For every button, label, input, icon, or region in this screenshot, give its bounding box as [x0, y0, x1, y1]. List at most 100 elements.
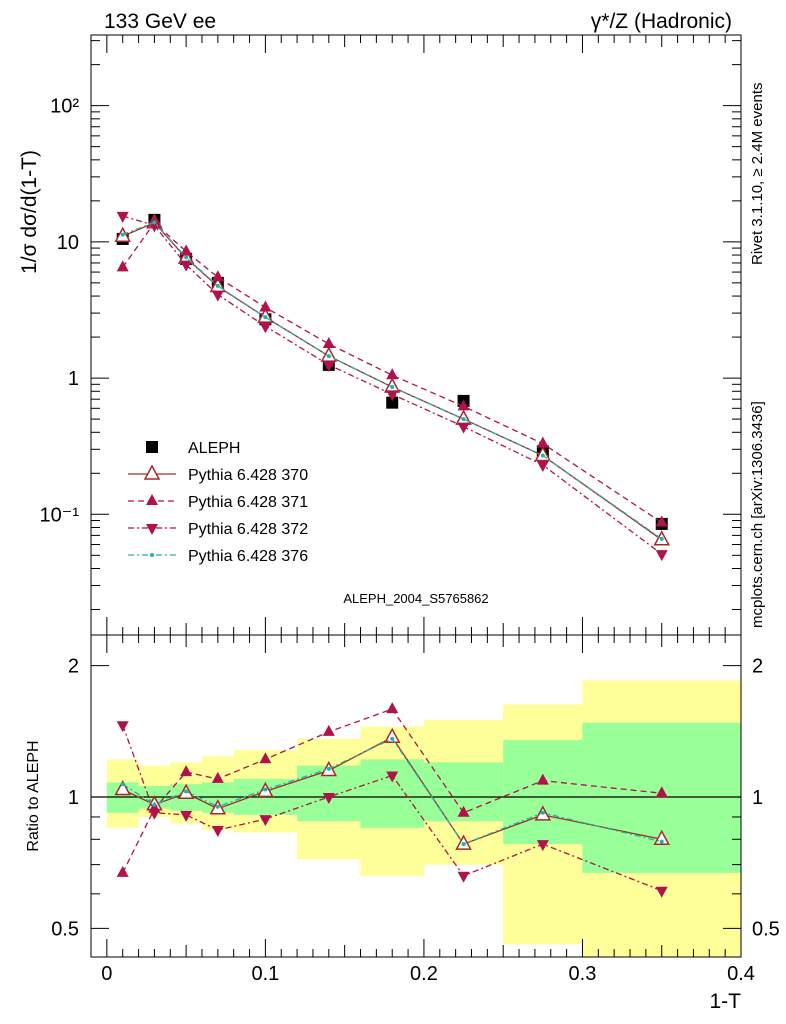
main-point-pythia-6-428-372 [457, 422, 470, 434]
legend-marker-pythia-6-428-371 [146, 494, 158, 505]
main-point-pythia-6-428-376 [215, 283, 220, 288]
main-point-pythia-6-428-372 [655, 550, 668, 562]
main-point-aleph [386, 396, 399, 409]
ratio-ytick-label-right: 2 [752, 656, 763, 678]
main-point-pythia-6-428-371 [536, 436, 549, 448]
ratio-line-pythia-6-428-371 [122, 708, 662, 874]
ratio-point-pythia-6-428-372 [457, 871, 470, 883]
main-point-pythia-6-428-372 [180, 260, 193, 272]
ratio-xtick-label: 0.4 [727, 963, 755, 985]
ratio-point-pythia-6-428-371 [322, 724, 335, 736]
ratio-point-pythia-6-428-376 [184, 789, 189, 794]
ratio-point-pythia-6-428-371 [655, 786, 668, 798]
legend-marker-pythia-6-428-372 [146, 524, 158, 535]
main-point-pythia-6-428-376 [390, 385, 395, 390]
ratio-xtick-label: 0 [101, 963, 112, 985]
main-point-pythia-6-428-376 [461, 417, 466, 422]
ratio-point-pythia-6-428-376 [461, 842, 466, 847]
ratio-ytick-label-right: 0.5 [752, 918, 780, 940]
ratio-point-pythia-6-428-372 [259, 815, 272, 827]
main-line-pythia-6-428-372 [122, 215, 663, 555]
main-line-pythia-6-428-371 [122, 221, 663, 524]
main-ticks: 10⁻¹ 1 10 10² [40, 35, 742, 635]
ratio-panel: 0.5 0.5 1 1 2 2 0 0.1 0.2 0.3 0.4 Ratio to ALEPH 1… [25, 634, 780, 1013]
main-point-pythia-6-428-371 [655, 515, 668, 527]
legend-marker-pythia-6-428-376 [150, 553, 154, 557]
main-series [114, 211, 670, 562]
ratio-ytick-label-right: 1 [752, 787, 763, 809]
analysis-label: ALEPH_2004_S5765862 [343, 591, 488, 606]
main-point-pythia-6-428-372 [211, 290, 224, 302]
main-ytick-label: 10² [50, 96, 79, 118]
main-point-pythia-6-428-371 [116, 260, 129, 272]
main-point-pythia-6-428-371 [211, 270, 224, 282]
ratio-point-pythia-6-428-372 [148, 808, 161, 820]
main-point-pythia-6-428-371 [180, 244, 193, 256]
legend-label-pythia-6-428-376: Pythia 6.428 376 [188, 548, 308, 565]
ratio-point-pythia-6-428-376 [659, 839, 664, 844]
main-point-pythia-6-428-371 [457, 399, 470, 411]
ratio-point-pythia-6-428-371 [211, 771, 224, 783]
ratio-point-pythia-6-428-371 [259, 752, 272, 764]
ratio-series [114, 702, 670, 898]
ratio-ylabel: Ratio to ALEPH [25, 740, 42, 851]
ratio-point-pythia-6-428-371 [180, 765, 193, 777]
ratio-point-pythia-6-428-376 [540, 810, 545, 815]
main-point-pythia-6-428-376 [540, 453, 545, 458]
main-panel: 10⁻¹ 1 10 10² 1/σ dσ/d(1-T) ALEPH_2004_S576… [18, 34, 742, 636]
ratio-point-pythia-6-428-371 [536, 773, 549, 785]
main-point-pythia-6-428-376 [184, 255, 189, 260]
legend-label-pythia-6-428-371: Pythia 6.428 371 [188, 494, 308, 511]
ratio-point-pythia-6-428-372 [386, 771, 399, 783]
ratio-ytick-label-left: 1 [68, 787, 79, 809]
ratio-point-pythia-6-428-376 [390, 736, 395, 741]
ratio-ytick-label-left: 2 [68, 656, 79, 678]
main-ylabel: 1/σ dσ/d(1-T) [18, 150, 41, 274]
ratio-point-pythia-6-428-371 [116, 865, 129, 877]
main-point-pythia-6-428-372 [116, 211, 129, 223]
main-point-pythia-6-428-371 [386, 368, 399, 380]
legend-marker-aleph [146, 441, 158, 453]
ratio-band-inner [503, 740, 583, 845]
ratio-xtick-label: 0.3 [569, 963, 597, 985]
ratio-ticks: 0.5 0.5 1 1 2 2 0 0.1 0.2 0.3 0.4 [51, 635, 780, 985]
ratio-point-pythia-6-428-372 [211, 826, 224, 838]
main-point-pythia-6-428-376 [263, 315, 268, 320]
header-left: 133 GeV ee [104, 10, 216, 33]
ratio-point-pythia-6-428-376 [152, 802, 157, 807]
ratio-frame [90, 634, 742, 958]
main-point-pythia-6-428-376 [120, 232, 125, 237]
x-axis-label: 1-T [710, 990, 742, 1013]
legend-marker-pythia-6-428-370 [143, 464, 161, 480]
legend-label-pythia-6-428-370: Pythia 6.428 370 [188, 467, 308, 484]
legend: ALEPH Pythia 6.428 370 Pythia 6.428 371 Pyt… [128, 440, 308, 565]
ratio-line-pythia-6-428-376 [122, 737, 662, 845]
ratio-point-pythia-6-428-372 [322, 792, 335, 804]
legend-label-aleph: ALEPH [188, 440, 240, 457]
ratio-band-inner [360, 759, 424, 828]
ratio-band-inner [582, 722, 741, 873]
ratio-xtick-label: 0.2 [410, 963, 438, 985]
ratio-point-pythia-6-428-376 [120, 782, 125, 787]
main-point-pythia-6-428-376 [326, 354, 331, 359]
main-point-pythia-6-428-372 [322, 360, 335, 372]
main-point-pythia-6-428-372 [536, 461, 549, 473]
main-ytick-label: 1 [68, 368, 79, 390]
ratio-point-pythia-6-428-372 [536, 840, 549, 852]
mcplots-label: mcplots.cern.ch [arXiv:1306.3436] [749, 401, 766, 628]
ratio-xtick-label: 0.1 [251, 963, 279, 985]
main-ytick-label: 10 [57, 232, 79, 254]
ratio-line-pythia-6-428-370 [122, 736, 662, 845]
main-line-pythia-6-428-376 [122, 221, 663, 540]
main-frame [90, 34, 742, 636]
legend-label-pythia-6-428-372: Pythia 6.428 372 [188, 521, 308, 538]
ratio-point-pythia-6-428-371 [386, 702, 399, 714]
ratio-point-pythia-6-428-376 [215, 804, 220, 809]
ratio-line-pythia-6-428-372 [122, 725, 662, 892]
ratio-point-pythia-6-428-376 [326, 766, 331, 771]
main-point-pythia-6-428-371 [322, 336, 335, 348]
ratio-point-pythia-6-428-371 [457, 805, 470, 817]
ratio-bands [106, 680, 741, 957]
rivet-label: Rivet 3.1.10, ≥ 2.4M events [749, 83, 766, 266]
